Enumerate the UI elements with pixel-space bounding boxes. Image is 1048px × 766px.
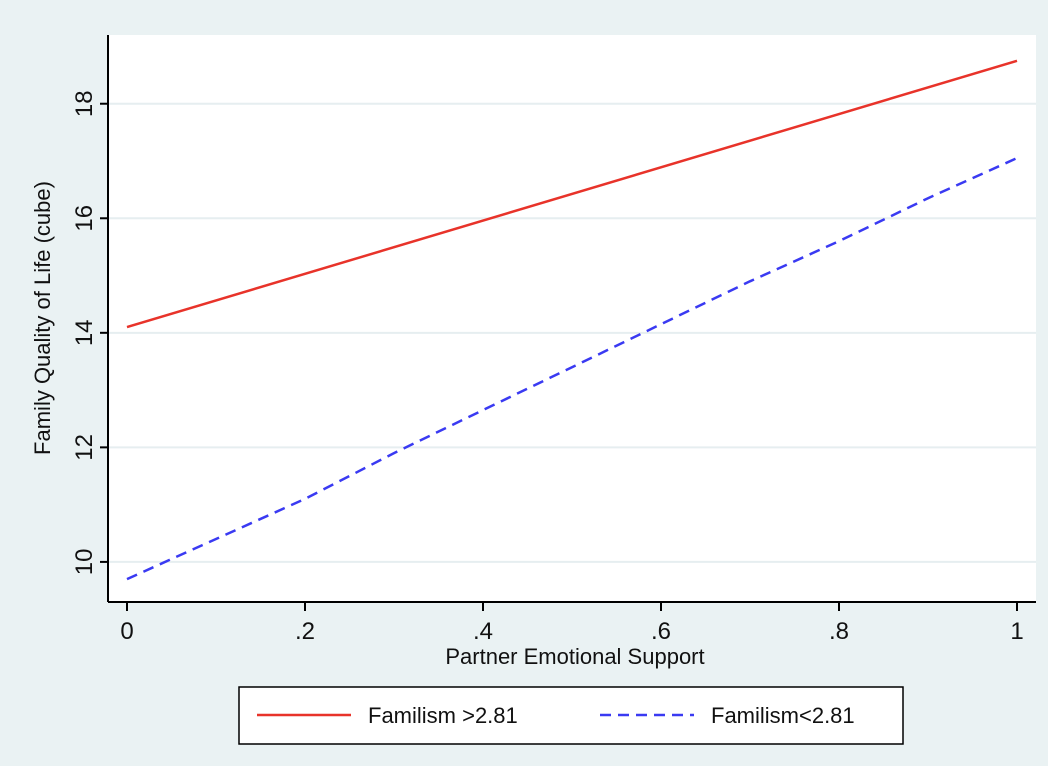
gridlines bbox=[108, 102, 1036, 563]
plot-area bbox=[108, 35, 1036, 602]
y-tick-label: 14 bbox=[71, 319, 98, 346]
series-line-1 bbox=[126, 59, 1018, 329]
y-tick-label: 18 bbox=[71, 90, 98, 117]
x-tick-label: 1 bbox=[1010, 618, 1023, 645]
x-axis-ticks: 0 .2 .4 .6 .8 1 bbox=[120, 602, 1024, 645]
x-tick-label: .4 bbox=[473, 618, 493, 645]
y-tick-label: 16 bbox=[71, 205, 98, 232]
legend-label-familism-low: Familism<2.81 bbox=[711, 703, 855, 728]
legend: Familism >2.81 Familism<2.81 bbox=[238, 686, 904, 745]
y-tick-label: 12 bbox=[71, 434, 98, 461]
y-axis-title: Family Quality of Life (cube) bbox=[30, 181, 55, 455]
legend-label-familism-high: Familism >2.81 bbox=[368, 703, 518, 728]
y-tick-label: 10 bbox=[71, 549, 98, 576]
x-tick-label: 0 bbox=[120, 618, 133, 645]
x-axis-title: Partner Emotional Support bbox=[445, 644, 704, 669]
x-tick-label: .8 bbox=[829, 618, 849, 645]
x-tick-label: .2 bbox=[295, 618, 315, 645]
series-lines bbox=[126, 59, 1018, 581]
x-tick-label: .6 bbox=[651, 618, 671, 645]
series-line-2 bbox=[126, 156, 1018, 581]
y-axis-ticks: 10 12 14 16 18 bbox=[71, 90, 108, 575]
